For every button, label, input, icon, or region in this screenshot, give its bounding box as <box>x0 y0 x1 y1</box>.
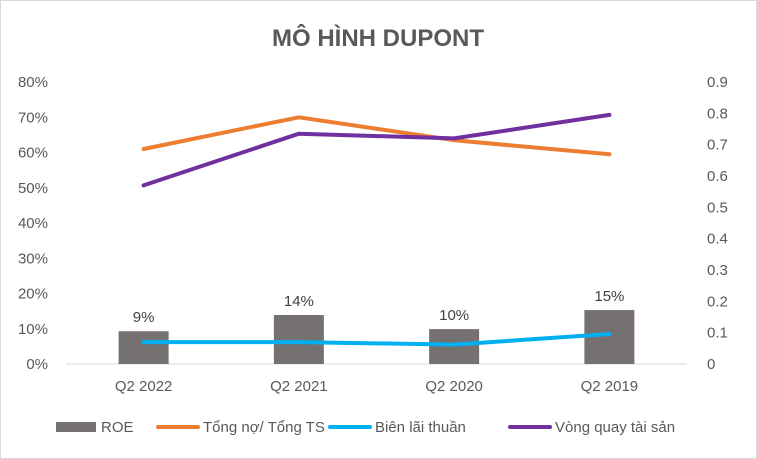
legend-label-bien-lai-thuan: Biên lãi thuần <box>375 419 466 436</box>
right-axis: 0 0.1 0.2 0.3 0.4 0.5 0.6 0.7 0.8 0.9 <box>707 74 728 373</box>
roe-data-label: 14% <box>284 293 314 310</box>
roe-data-label: 9% <box>133 309 155 326</box>
right-axis-tick-label: 0.8 <box>707 105 728 122</box>
tong-no-tong-ts-line <box>141 115 612 157</box>
roe-bar <box>273 315 324 364</box>
right-axis-tick-label: 0.3 <box>707 262 728 279</box>
series-lines <box>141 112 612 347</box>
right-axis-tick-label: 0 <box>707 356 715 373</box>
x-axis-tick-label: Q2 2020 <box>425 378 483 395</box>
left-axis-tick-label: 20% <box>18 286 48 303</box>
bien-lai-thuan-line <box>141 332 612 347</box>
right-axis-tick-label: 0.7 <box>707 137 728 154</box>
x-axis-tick-label: Q2 2021 <box>270 378 328 395</box>
left-axis-tick-label: 0% <box>26 356 48 373</box>
right-axis-tick-label: 0.2 <box>707 293 728 310</box>
left-axis-tick-label: 80% <box>18 74 48 91</box>
left-axis-tick-label: 10% <box>18 321 48 338</box>
right-axis-tick-label: 0.1 <box>707 325 728 342</box>
legend-label-tong-no-tong-ts: Tổng nợ/ Tổng TS <box>203 419 325 436</box>
vong-quay-tai-san-line <box>141 112 612 188</box>
left-axis-tick-label: 50% <box>18 180 48 197</box>
left-axis-tick-label: 60% <box>18 145 48 162</box>
legend-swatch-roe <box>56 422 96 432</box>
right-axis-tick-label: 0.5 <box>707 199 728 216</box>
legend-label-roe: ROE <box>101 419 134 436</box>
roe-data-label: 10% <box>439 307 469 324</box>
x-axis-tick-label: Q2 2019 <box>581 378 639 395</box>
chart-title: MÔ HÌNH DUPONT <box>272 24 484 52</box>
roe-data-labels: 9% 14% 10% 15% <box>133 288 625 326</box>
right-axis-tick-label: 0.6 <box>707 168 728 185</box>
roe-bar <box>118 331 169 364</box>
legend: ROE Tổng nợ/ Tổng TS Biên lãi thuần Vòng qu… <box>56 419 675 436</box>
x-axis-ticks: Q2 2022 Q2 2021 Q2 2020 Q2 2019 <box>115 378 638 395</box>
right-axis-tick-label: 0.4 <box>707 231 728 248</box>
left-axis: 0% 10% 20% 30% 40% 50% 60% 70% 80% <box>18 74 48 373</box>
legend-label-vong-quay-tai-san: Vòng quay tài sản <box>555 419 675 436</box>
right-axis-tick-label: 0.9 <box>707 74 728 91</box>
roe-data-label: 15% <box>594 288 624 305</box>
left-axis-tick-label: 30% <box>18 250 48 267</box>
left-axis-tick-label: 40% <box>18 215 48 232</box>
x-axis-tick-label: Q2 2022 <box>115 378 173 395</box>
left-axis-tick-label: 70% <box>18 109 48 126</box>
